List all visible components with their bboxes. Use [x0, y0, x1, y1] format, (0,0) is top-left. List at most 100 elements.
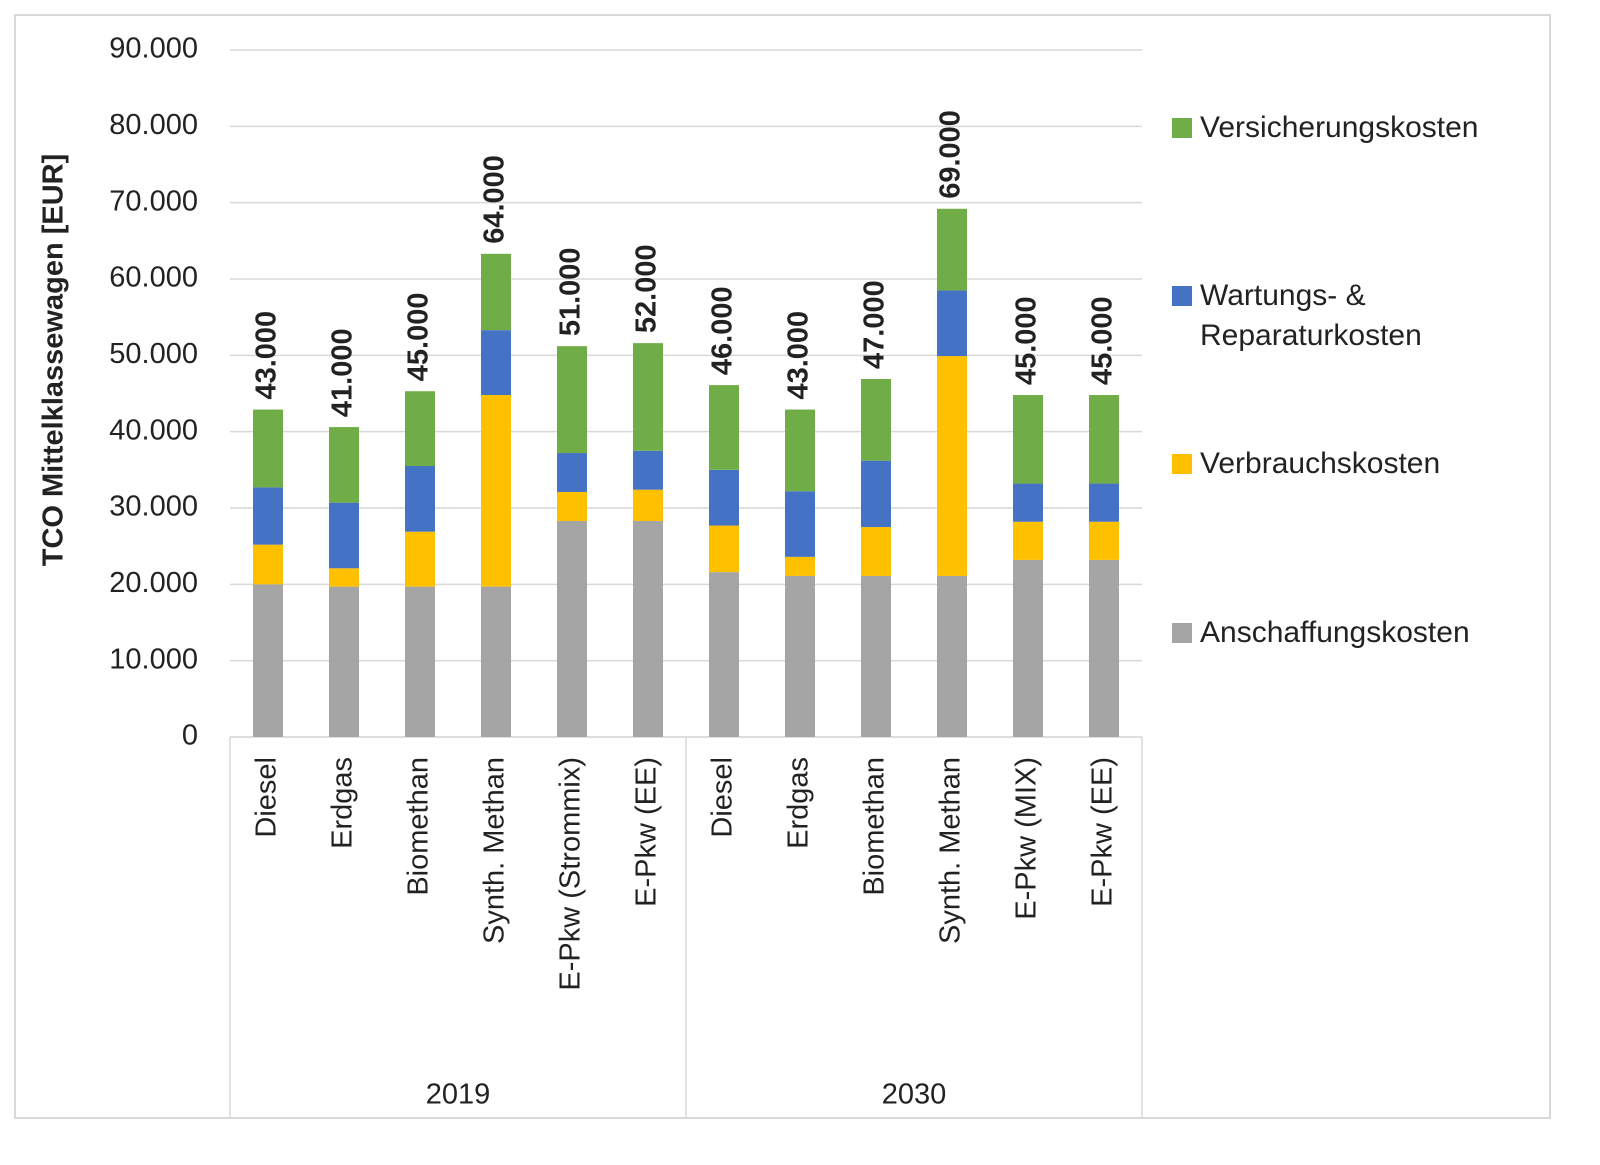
bar-segment — [1089, 559, 1119, 737]
bar-segment — [253, 544, 283, 585]
y-axis-label: TCO Mittelklassewagen [EUR] — [38, 154, 70, 567]
bar-segment — [785, 409, 815, 492]
bar-segment — [785, 556, 815, 576]
bar-segment — [253, 584, 283, 737]
x-tick-label: E-Pkw (Strommix) — [555, 757, 587, 991]
bar-segment — [785, 491, 815, 557]
bar-segment — [329, 568, 359, 587]
bar-segment — [709, 572, 739, 737]
bar-segment — [329, 502, 359, 569]
bar-segment — [1013, 521, 1043, 560]
legend-item: Anschaffungskosten — [1172, 613, 1562, 653]
total-label: 51.000 — [555, 247, 587, 336]
bar-segment — [405, 586, 435, 737]
y-tick-label: 90.000 — [109, 33, 198, 65]
bar-segment — [329, 586, 359, 737]
y-tick-label: 50.000 — [109, 338, 198, 370]
y-tick-label: 20.000 — [109, 567, 198, 599]
y-tick-label: 30.000 — [109, 491, 198, 523]
legend-item: Verbrauchskosten — [1172, 444, 1562, 484]
x-tick-label: Synth. Methan — [935, 757, 967, 944]
x-tick-label: E-Pkw (EE) — [1087, 757, 1119, 907]
group-label: 2030 — [882, 1079, 947, 1111]
total-label: 46.000 — [707, 286, 739, 375]
bar-segment — [1013, 395, 1043, 484]
bar-segment — [1013, 483, 1043, 522]
legend-swatch — [1172, 623, 1192, 643]
y-tick-label: 70.000 — [109, 185, 198, 217]
bar-segment — [253, 487, 283, 545]
bar-segment — [1013, 559, 1043, 737]
bar-segment — [633, 343, 663, 451]
y-tick-label: 40.000 — [109, 414, 198, 446]
bar-segment — [481, 253, 511, 331]
bar-segment — [405, 391, 435, 467]
total-label: 43.000 — [251, 311, 283, 400]
x-tick-label: Biomethan — [859, 757, 891, 896]
legend-label: Wartungs- & Reparaturkosten — [1200, 279, 1422, 352]
bar-segment — [1089, 521, 1119, 560]
bar-segment — [633, 450, 663, 490]
total-label: 43.000 — [783, 311, 815, 400]
legend-swatch — [1172, 286, 1192, 306]
bar-segment — [709, 525, 739, 573]
bar-segment — [405, 466, 435, 532]
bar-segment — [557, 453, 587, 492]
legend-swatch — [1172, 118, 1192, 138]
x-tick-label: Diesel — [707, 757, 739, 838]
bar-segment — [633, 489, 663, 521]
y-tick-label: 0 — [182, 720, 198, 752]
bar-segment — [1089, 483, 1119, 522]
bar-segment — [937, 208, 967, 291]
legend-item: Wartungs- & Reparaturkosten — [1172, 276, 1562, 356]
total-label: 69.000 — [935, 110, 967, 199]
total-label: 47.000 — [859, 280, 891, 369]
total-label: 45.000 — [1087, 296, 1119, 385]
bar-segment — [709, 469, 739, 526]
y-tick-label: 10.000 — [109, 643, 198, 675]
bar-segment — [557, 346, 587, 454]
x-tick-label: Diesel — [251, 757, 283, 838]
bar-segment — [709, 385, 739, 470]
bar-segment — [861, 378, 891, 461]
x-tick-label: Synth. Methan — [479, 757, 511, 944]
legend-label: Verbrauchskosten — [1200, 447, 1441, 480]
legend-label: Versicherungskosten — [1200, 111, 1479, 144]
chart-border — [14, 14, 1551, 1119]
bar-segment — [329, 427, 359, 503]
total-label: 45.000 — [403, 293, 435, 382]
y-tick-label: 80.000 — [109, 109, 198, 141]
bar-segment — [557, 491, 587, 521]
total-label: 45.000 — [1011, 296, 1043, 385]
bar-segment — [481, 330, 511, 396]
bar-segment — [861, 575, 891, 737]
bar-segment — [633, 520, 663, 737]
bar-segment — [481, 395, 511, 587]
legend-label: Anschaffungskosten — [1200, 616, 1470, 649]
bar-segment — [1089, 395, 1119, 484]
x-tick-label: Biomethan — [403, 757, 435, 896]
bar-segment — [557, 520, 587, 737]
bar-segment — [785, 575, 815, 737]
bar-segment — [937, 290, 967, 357]
bar-segment — [937, 356, 967, 576]
bar-segment — [861, 527, 891, 576]
x-tick-label: E-Pkw (MIX) — [1011, 757, 1043, 920]
group-label: 2019 — [426, 1079, 491, 1111]
bar-segment — [481, 586, 511, 737]
x-tick-label: E-Pkw (EE) — [631, 757, 663, 907]
bar-segment — [861, 460, 891, 528]
bar-segment — [253, 409, 283, 488]
x-tick-label: Erdgas — [783, 757, 815, 849]
bar-segment — [937, 575, 967, 737]
total-label: 52.000 — [631, 244, 663, 333]
bar-segment — [405, 531, 435, 587]
total-label: 64.000 — [479, 155, 511, 244]
legend-item: Versicherungskosten — [1172, 108, 1562, 148]
x-tick-label: Erdgas — [327, 757, 359, 849]
y-tick-label: 60.000 — [109, 262, 198, 294]
total-label: 41.000 — [327, 328, 359, 417]
legend-swatch — [1172, 454, 1192, 474]
